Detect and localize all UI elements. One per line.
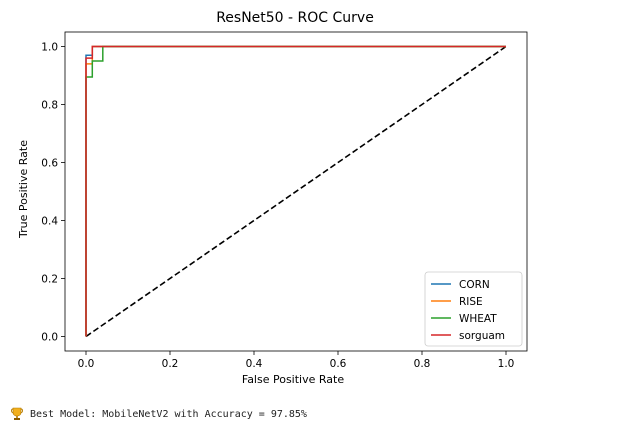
x-tick-label: 0.4 <box>246 358 263 370</box>
legend-label-wheat: WHEAT <box>459 313 497 325</box>
y-tick-label: 0.6 <box>41 158 58 170</box>
y-tick-label: 0.8 <box>41 100 58 112</box>
y-tick-label: 1.0 <box>41 42 58 54</box>
legend-label-corn: CORN <box>459 279 490 291</box>
x-tick-label: 1.0 <box>498 358 515 370</box>
legend-box <box>424 271 523 347</box>
y-axis-label: True Positive Rate <box>17 140 30 239</box>
best-model-text: Best Model: MobileNetV2 with Accuracy = … <box>30 408 307 420</box>
trophy-icon <box>11 407 23 420</box>
roc-line-sorguam <box>85 45 506 337</box>
chance-diagonal-line <box>85 45 507 338</box>
x-tick-label: 0.8 <box>414 358 431 370</box>
x-axis-label: False Positive Rate <box>242 373 344 386</box>
x-tick-label: 0.0 <box>78 358 95 370</box>
best-model-result: Best Model: MobileNetV2 with Accuracy = … <box>10 404 307 424</box>
plot-frame <box>64 31 528 352</box>
legend-label-sorguam: sorguam <box>459 330 505 342</box>
x-tick-label: 0.2 <box>162 358 179 370</box>
y-tick-label: 0.0 <box>41 332 58 344</box>
y-tick-label: 0.2 <box>41 274 58 286</box>
plot-area: 0.0 0.2 0.4 0.6 0.8 1.0 0.0 0.2 0.4 0.6 0.8 1.0 CORN… <box>41 31 528 370</box>
x-tick-label: 0.6 <box>330 358 347 370</box>
roc-chart: ResNet50 - ROC Curve 0.0 0.2 0.4 0.6 0.8 1.00… <box>17 10 528 386</box>
y-tick-label: 0.4 <box>41 216 58 228</box>
legend-label-rise: RISE <box>459 296 483 308</box>
chart-title: ResNet50 - ROC Curve <box>216 10 374 26</box>
legend: CORN RISE WHEAT sorguam <box>424 271 523 347</box>
